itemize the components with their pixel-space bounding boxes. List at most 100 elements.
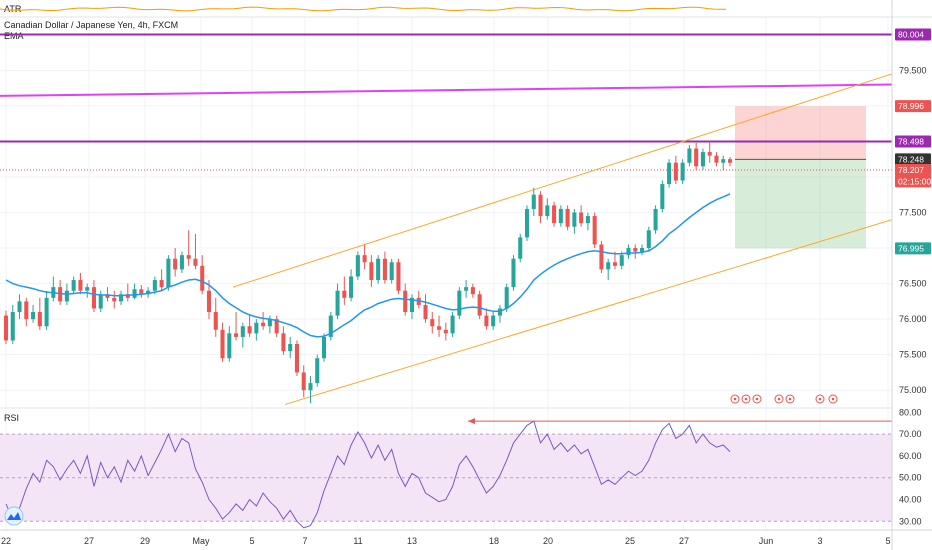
candle-body [274,319,279,334]
candle-body [254,322,259,334]
candle-body [565,208,570,227]
candle-body [3,315,9,341]
candle-body [294,344,299,373]
candle-body [10,312,15,341]
candle-body [579,212,584,224]
price-tag-label: 76.995 [898,243,924,253]
position-target-zone [735,159,866,249]
candle-body [125,294,130,298]
candle-body [98,294,103,309]
rsi-label: RSI [4,413,19,423]
x-tick-label: 5 [249,536,254,546]
price-tick-label: 77.500 [899,208,927,218]
candle-body [85,287,90,291]
x-tick-label: 22 [1,536,11,546]
x-tick-label: 3 [817,536,822,546]
candle-body [403,290,408,313]
candle-body [213,312,218,330]
trend-line-channel-lower [284,219,893,405]
candle-body [44,297,49,327]
x-tick-label: 13 [407,536,417,546]
x-tick-label: 29 [140,536,150,546]
candle-body [186,255,191,259]
x-tick-label: May [192,536,210,546]
candle-body [173,258,178,270]
candle-body [531,194,536,209]
candle-body [321,336,327,359]
event-flag-dot-icon [733,397,737,401]
candle-body [457,290,462,316]
candle-body [619,255,624,266]
event-flag-dot-icon [777,397,781,401]
candle-body [328,315,333,337]
candle-body [118,294,124,302]
price-tag-label: 78.207 [898,165,924,175]
candle-body [714,155,719,163]
candle-body [389,262,394,281]
x-tick-label: 5 [885,536,890,546]
x-tick-label: 27 [679,536,689,546]
candle-body [606,262,611,270]
x-tick-label: 7 [302,536,307,546]
candle-body [288,344,293,352]
event-flag-dot-icon [818,397,822,401]
rsi-pane: RSI [0,413,892,529]
candle-body [200,265,205,291]
candle-body [281,333,286,352]
x-tick-label: 27 [84,536,94,546]
x-tick-label: Jun [759,536,774,546]
x-tick-label: 18 [489,536,499,546]
candle-body [511,258,516,288]
rsi-tick-label: 60.00 [899,451,922,461]
price-tag [895,153,931,166]
rsi-tick-label: 30.00 [899,516,922,526]
price-tag-label: 78.996 [898,101,924,111]
price-tick-label: 79.500 [899,65,927,75]
atr-pane: ATR [0,4,727,14]
rsi-arrow-head [468,418,475,425]
candle-body [470,287,475,295]
candle-body [78,280,83,291]
candle-body [545,205,550,217]
candle-body [159,280,164,288]
candle-body [721,159,726,163]
candle-body [247,326,252,334]
price-tag [895,135,931,148]
candle-body [646,230,651,249]
trend-line-channel-upper [232,73,893,288]
candle-body [139,289,144,295]
candle-body [491,315,496,327]
candle-body [396,262,401,291]
candle-body [585,216,590,224]
x-tick-label: 20 [543,536,553,546]
candle-body [524,208,530,238]
candle-body [640,248,645,252]
candle-body [707,152,712,156]
candle-body [24,301,29,320]
position-stop-zone [735,106,866,160]
candle-body [382,258,387,281]
candle-body [409,297,415,313]
rsi-line [5,420,731,529]
candle-body [31,312,36,320]
price-tag [895,175,931,188]
rsi-tick-label: 70.00 [899,429,922,439]
trend-line-magenta [0,83,893,97]
price-tick-label: 76.000 [899,314,927,324]
rsi-tick-label: 80.00 [899,407,922,417]
candle-body [64,290,69,302]
event-flag-dot-icon [788,397,792,401]
candle-body [538,194,543,217]
candle-body [179,255,184,270]
price-tag-label: 78.498 [898,137,924,147]
candle-body [152,280,157,291]
event-flag-dot-icon [755,397,759,401]
candle-body [91,287,96,309]
rsi-tick-label: 40.00 [899,495,922,505]
candle-body [633,248,638,252]
price-tag-label: 78.248 [898,154,924,164]
candle-body [437,326,442,330]
candle-body [342,290,347,298]
candle-body [220,329,225,359]
candle-body [227,333,232,359]
